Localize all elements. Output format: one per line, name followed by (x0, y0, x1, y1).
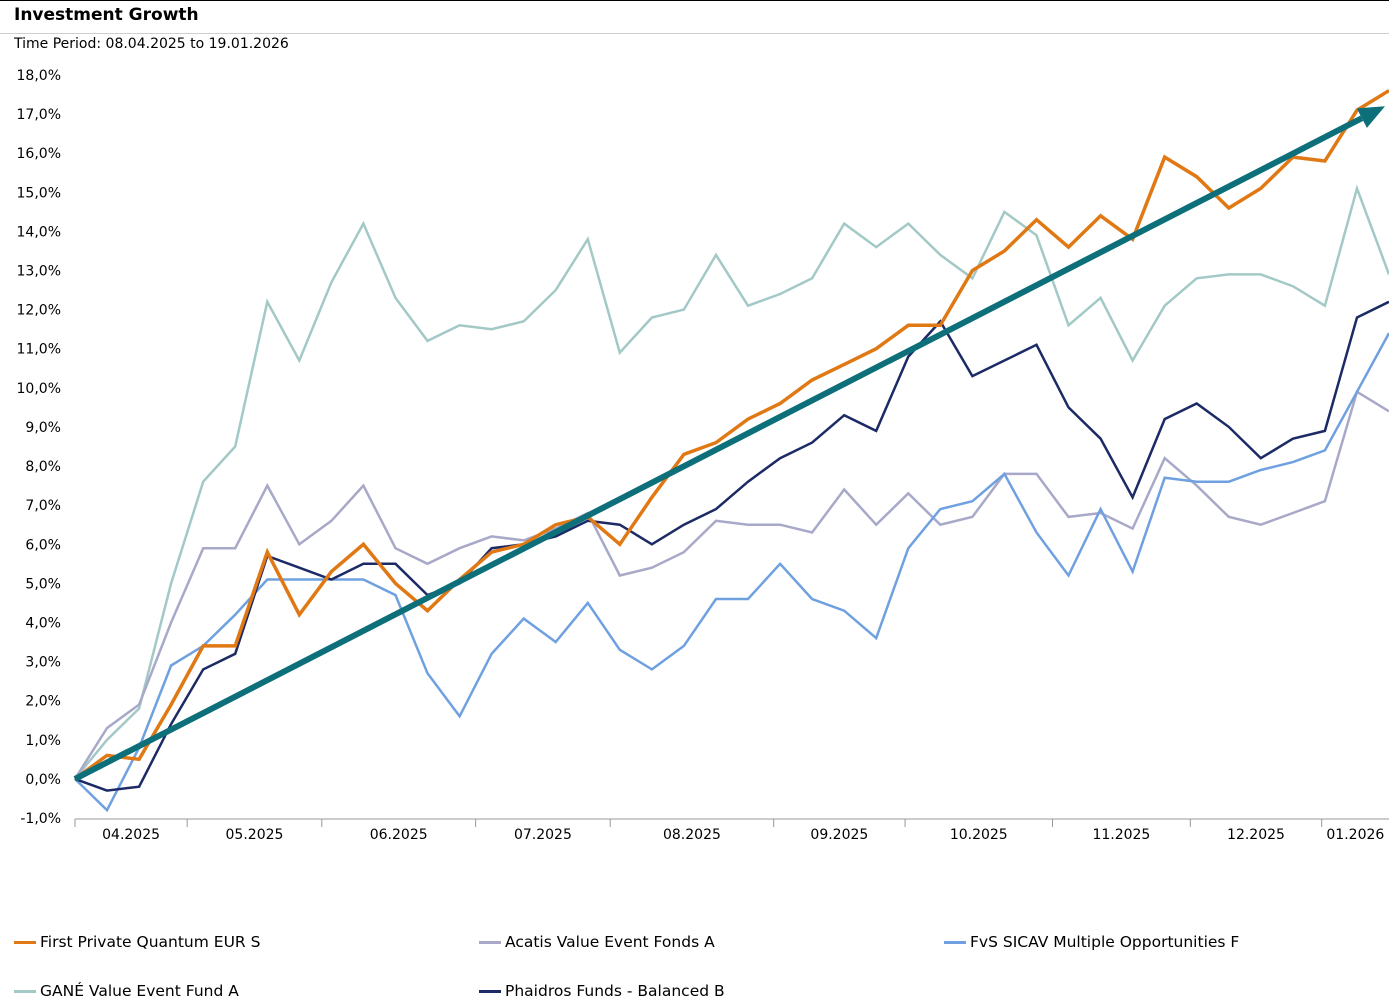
legend-swatch (479, 989, 501, 993)
y-tick-label: 0,0% (25, 772, 61, 788)
y-tick-label: 7,0% (25, 498, 61, 514)
y-tick-label: 3,0% (25, 655, 61, 671)
series-line (74, 332, 1389, 813)
chart-subtitle: Time Period: 08.04.2025 to 19.01.2026 (14, 36, 289, 52)
y-tick-label: 2,0% (25, 694, 61, 710)
legend-label: First Private Quantum EUR S (40, 933, 261, 951)
x-tick-label: 05.2025 (226, 827, 284, 843)
x-tick-label: 10.2025 (950, 827, 1008, 843)
x-tick-label: 11.2025 (1092, 827, 1150, 843)
y-tick-label: 13,0% (17, 264, 61, 280)
series-line (73, 389, 1389, 780)
y-tick-label: 5,0% (25, 576, 61, 592)
line-chart: -1,0% 0,0% 1,0% 2,0% 3,0% 4,0% 5,0% 6,0% 7,0% 8,0… (17, 68, 1389, 843)
y-tick-label: 16,0% (17, 146, 61, 162)
x-tick-label: 04.2025 (102, 827, 160, 843)
y-tick-label: 10,0% (17, 381, 61, 397)
y-tick-label: 12,0% (17, 303, 61, 319)
trend-arrow-head (1356, 106, 1385, 128)
y-tick-label: 17,0% (17, 107, 61, 123)
legend-swatch (14, 940, 36, 944)
top-border (0, 0, 1389, 1)
y-tick-label: 8,0% (25, 459, 61, 475)
legend-item-phaidros[interactable]: Phaidros Funds - Balanced B (479, 982, 725, 1000)
title-divider (0, 33, 1389, 34)
y-tick-label: -1,0% (20, 811, 61, 827)
legend-label: Phaidros Funds - Balanced B (505, 982, 725, 1000)
x-tick-label: 12.2025 (1227, 827, 1285, 843)
y-tick-label: 14,0% (17, 224, 61, 240)
legend-item-first-private[interactable]: First Private Quantum EUR S (14, 933, 260, 951)
y-tick-label: 4,0% (25, 615, 61, 631)
legend-swatch (479, 940, 501, 944)
y-tick-label: 6,0% (25, 537, 61, 553)
chart-axes: -1,0% 0,0% 1,0% 2,0% 3,0% 4,0% 5,0% 6,0% 7,0% 8,0… (17, 68, 1389, 843)
legend-swatch (14, 989, 36, 993)
legend-item-fvs[interactable]: FvS SICAV Multiple Opportunities F (944, 933, 1239, 951)
trend-arrow-shaft (73, 115, 1364, 782)
series-line (73, 89, 1389, 781)
y-tick-label: 11,0% (17, 342, 61, 358)
legend-swatch (944, 940, 966, 944)
legend-label: Acatis Value Event Fonds A (505, 933, 715, 951)
x-tick-label: 09.2025 (810, 827, 868, 843)
x-tick-label: 06.2025 (370, 827, 428, 843)
x-tick-label: 08.2025 (663, 827, 721, 843)
y-tick-label: 9,0% (25, 420, 61, 436)
legend-label: GANÉ Value Event Fund A (40, 982, 239, 1000)
legend-label: FvS SICAV Multiple Opportunities F (970, 933, 1240, 951)
series-line (74, 300, 1389, 792)
chart-title: Investment Growth (14, 5, 199, 25)
x-tick-label: 01.2026 (1326, 827, 1384, 843)
trend-arrow (73, 106, 1385, 782)
y-tick-label: 15,0% (17, 185, 61, 201)
legend-item-gane[interactable]: GANÉ Value Event Fund A (14, 982, 239, 1000)
chart-series (73, 89, 1389, 813)
series-line (74, 184, 1389, 780)
y-tick-label: 1,0% (25, 733, 61, 749)
x-tick-label: 07.2025 (514, 827, 572, 843)
legend-item-acatis[interactable]: Acatis Value Event Fonds A (479, 933, 715, 951)
y-tick-label: 18,0% (17, 68, 61, 84)
